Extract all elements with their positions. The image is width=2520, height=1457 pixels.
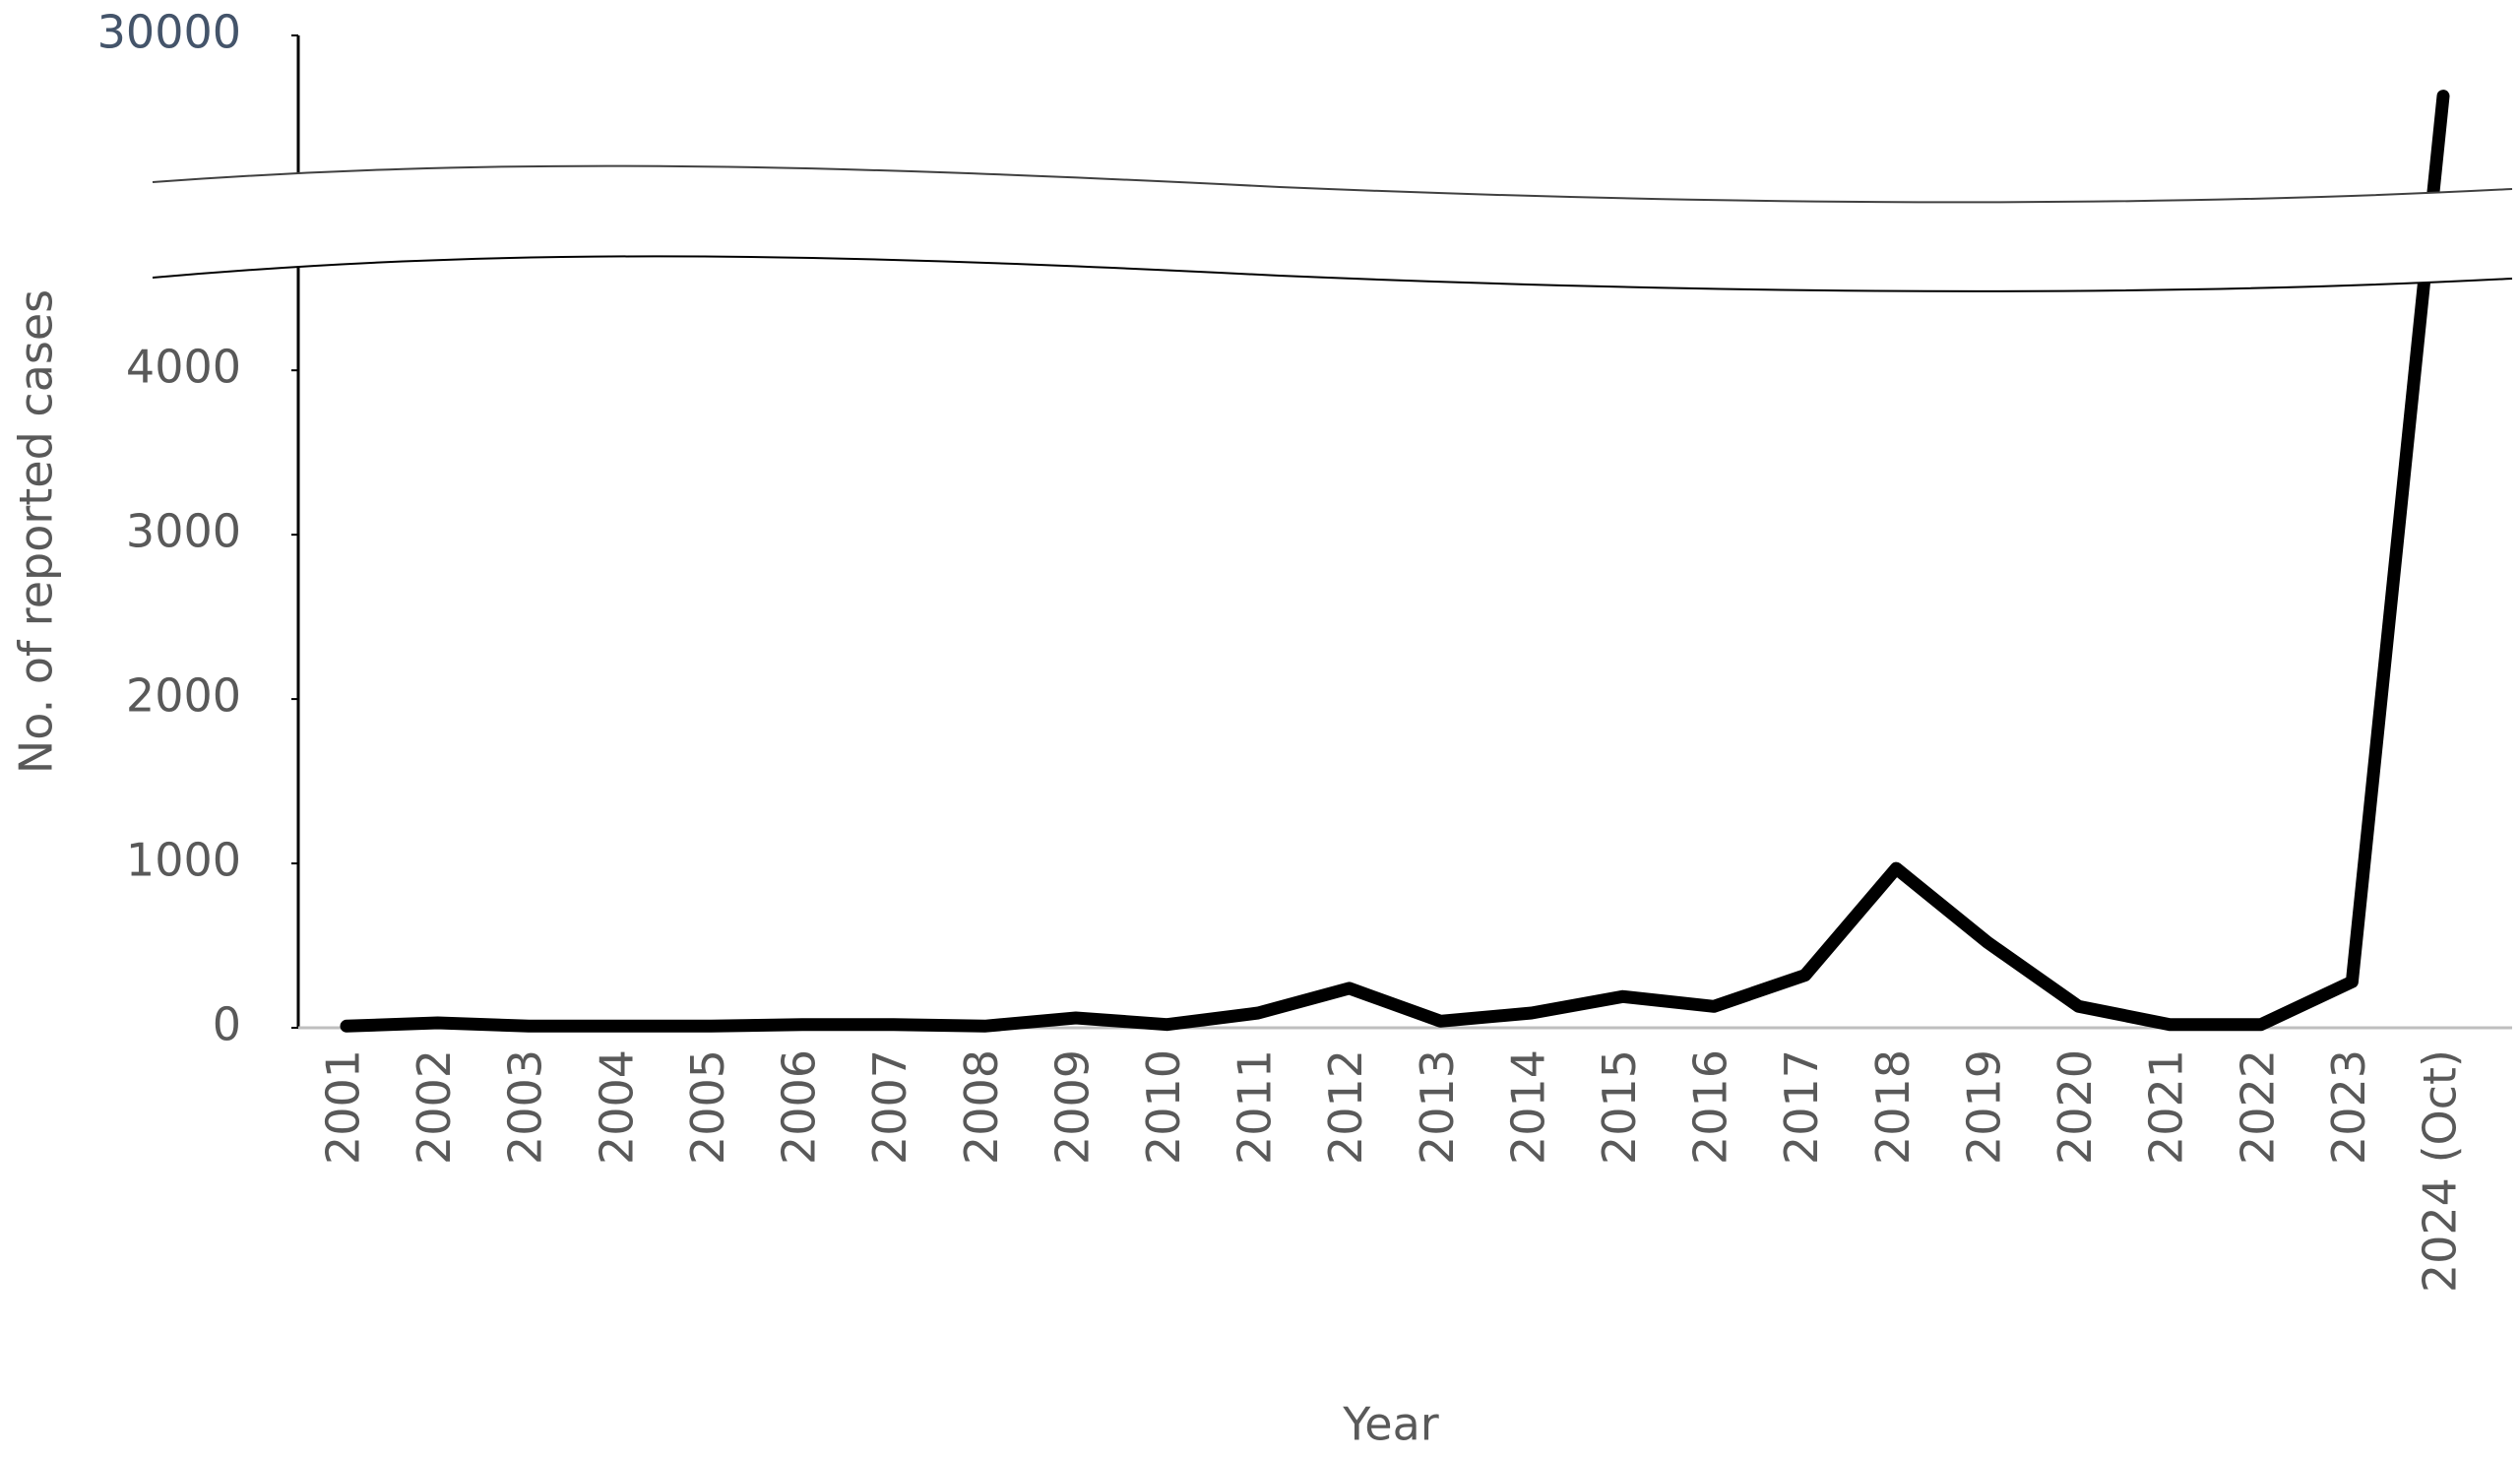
x-tick-label: 2005 bbox=[681, 1049, 734, 1165]
x-tick-label: 2012 bbox=[1319, 1049, 1372, 1165]
x-tick-label: 2001 bbox=[317, 1049, 370, 1165]
x-tick-label: 2008 bbox=[955, 1049, 1008, 1165]
x-tick-label: 2024 (Oct) bbox=[2414, 1049, 2467, 1293]
x-tick-label: 2007 bbox=[863, 1049, 916, 1165]
x-axis-title: Year bbox=[1342, 1398, 1438, 1451]
x-tick-label: 2011 bbox=[1228, 1049, 1282, 1165]
x-tick-label: 2017 bbox=[1775, 1049, 1828, 1165]
x-tick-label: 2019 bbox=[1957, 1049, 2010, 1165]
break-line bbox=[152, 255, 2513, 292]
x-tick-label: 2003 bbox=[499, 1049, 552, 1165]
x-tick-label: 2010 bbox=[1137, 1049, 1190, 1165]
x-tick-label: 2009 bbox=[1045, 1049, 1099, 1165]
data-line bbox=[340, 90, 2450, 1033]
x-tick-label: 2020 bbox=[2048, 1049, 2102, 1165]
y-tick-label: 0 bbox=[213, 998, 241, 1051]
x-tick-label: 2006 bbox=[773, 1049, 826, 1165]
break-line bbox=[152, 164, 2513, 204]
y-tick-label: 3000 bbox=[126, 505, 241, 558]
x-tick-label: 2021 bbox=[2140, 1049, 2193, 1165]
y-tick-label: 30000 bbox=[97, 6, 241, 59]
axis-break bbox=[153, 165, 2512, 291]
y-tick-label: 1000 bbox=[126, 834, 241, 887]
x-tick-label: 2016 bbox=[1684, 1049, 1737, 1165]
x-tick-label: 2013 bbox=[1411, 1049, 1464, 1165]
x-tick-label: 2004 bbox=[590, 1049, 643, 1165]
x-tick-label: 2014 bbox=[1501, 1049, 1554, 1165]
y-tick-label: 4000 bbox=[126, 341, 241, 394]
x-tick-label: 2022 bbox=[2231, 1049, 2284, 1165]
y-tick-label: 2000 bbox=[126, 669, 241, 723]
x-tick-label: 2002 bbox=[408, 1049, 461, 1165]
x-tick-label: 2015 bbox=[1593, 1049, 1646, 1165]
x-tick-label: 2023 bbox=[2322, 1049, 2375, 1165]
y-axis-title: No. of reported cases bbox=[10, 289, 63, 774]
x-tick-label: 2018 bbox=[1866, 1049, 1920, 1165]
